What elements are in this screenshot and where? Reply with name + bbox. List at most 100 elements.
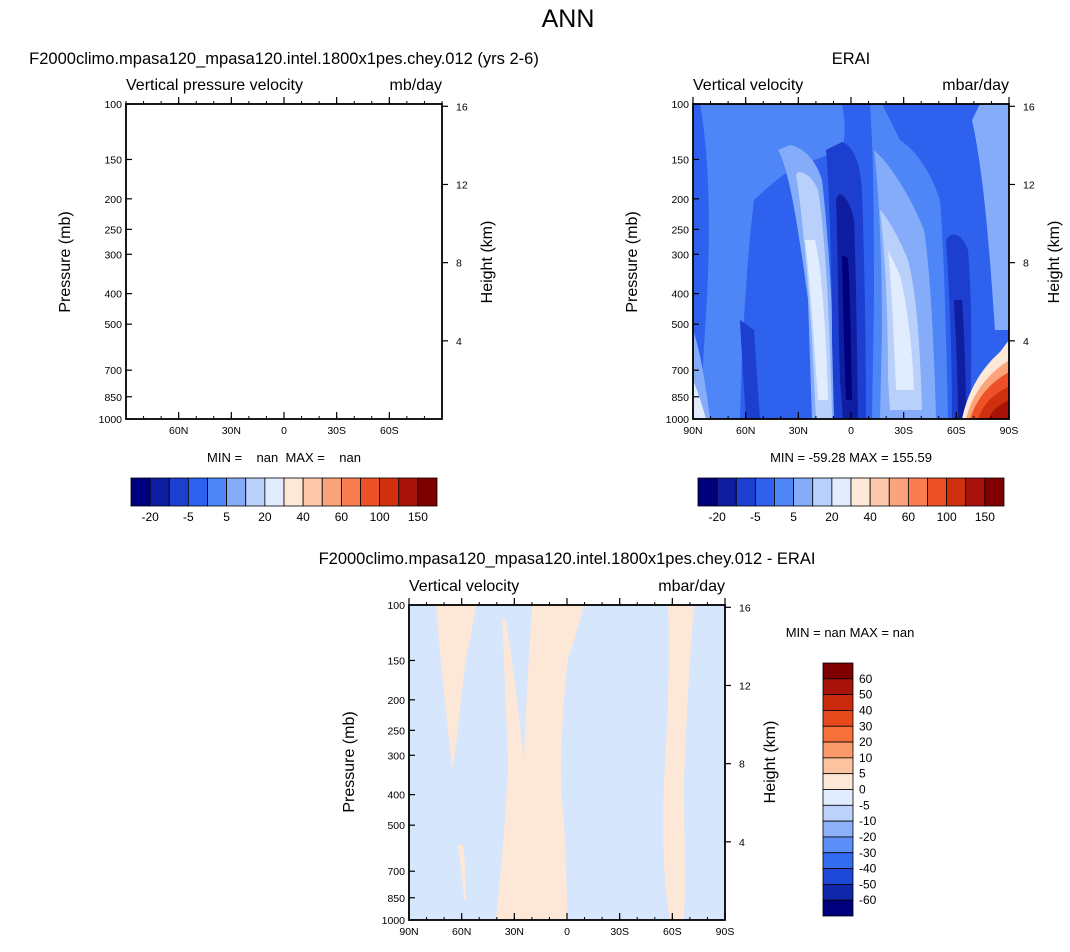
colorbar-box (822, 820, 854, 838)
colorbar-label: 50 (859, 688, 873, 702)
y-tick-label: 200 (671, 194, 689, 206)
colorbar-box (283, 477, 304, 507)
y2-tick-label: 8 (739, 759, 745, 771)
y-tick-label: 300 (104, 249, 122, 261)
colorbar-box (264, 477, 285, 507)
panel-reference-stats: MIN = -59.28 MAX = 155.59 (770, 450, 932, 465)
y-tick-label: 700 (387, 866, 405, 878)
colorbar-box (130, 477, 151, 507)
panel-difference-right-string: mbar/day (658, 578, 725, 595)
y-tick-label: 150 (671, 154, 689, 166)
colorbar-box (822, 741, 854, 759)
colorbar-label: 20 (825, 510, 839, 524)
panel-test-plot-area (125, 103, 443, 420)
colorbar-label: 5 (790, 510, 797, 524)
panel-difference-field (409, 605, 725, 920)
panel-reference-title: ERAI (832, 50, 871, 68)
diff-nh-positive-lower (458, 845, 466, 900)
colorbar-box (927, 477, 948, 507)
x-tick-label: 30N (789, 425, 808, 437)
colorbar-box (697, 477, 718, 507)
y-tick-label: 400 (671, 289, 689, 301)
colorbar-label: 40 (296, 510, 310, 524)
y-tick-label: 250 (671, 224, 689, 236)
colorbar-label: 60 (335, 510, 349, 524)
colorbar-box (149, 477, 170, 507)
colorbar-box (822, 773, 854, 790)
colorbar-label: 20 (258, 510, 272, 524)
diff-midlat-positive (496, 605, 584, 920)
y-tick-label: 300 (671, 249, 689, 261)
y2-tick-label: 12 (739, 680, 751, 692)
panel-test-axes: 100 150 200 250 300 400 500 700 850 1000 4 8 12 16 60N… (99, 97, 468, 437)
x-tick-label: 30N (505, 926, 524, 938)
colorbar-box (850, 477, 871, 507)
colorbar-box (822, 710, 854, 727)
ref-polar-red-5 (988, 400, 1009, 419)
colorbar-label: 100 (937, 510, 957, 524)
colorbar-box (398, 477, 419, 507)
y-tick-label: 850 (671, 392, 689, 404)
y-tick-label: 300 (387, 750, 405, 762)
y-tick-label: 150 (387, 655, 405, 667)
ref-sh-dark-strip (740, 320, 760, 419)
y2-tick-label: 4 (456, 336, 462, 348)
colorbar-label: 0 (859, 783, 866, 797)
colorbar-box (754, 477, 775, 507)
y-tick-label: 400 (104, 289, 122, 301)
x-tick-label: 60N (452, 926, 471, 938)
colorbar-label: 150 (975, 510, 995, 524)
colorbar-label: -50 (859, 877, 877, 891)
colorbar-label: 60 (902, 510, 916, 524)
y2-tick-label: 16 (739, 602, 751, 614)
panel-difference: F2000climo.mpasa120_mpasa120.intel.1800x… (319, 550, 915, 938)
colorbar-label: -30 (859, 846, 877, 860)
colorbar-label: -5 (750, 510, 761, 524)
colorbar-box (984, 477, 1005, 507)
y-tick-label: 500 (387, 820, 405, 832)
x-tick-label: 60S (663, 926, 682, 938)
y2-tick-label: 12 (1023, 179, 1035, 191)
y2-tick-label: 8 (1023, 258, 1029, 270)
colorbar-label: 40 (859, 703, 873, 717)
y2-tick-label: 4 (1023, 336, 1029, 348)
colorbar-box (822, 883, 854, 901)
ref-polar-light (972, 104, 1009, 330)
main-title: ANN (542, 5, 595, 33)
colorbar-box (226, 477, 247, 507)
colorbar-box (822, 836, 854, 854)
colorbar-box (907, 477, 928, 507)
panel-test-left-string: Vertical pressure velocity (126, 77, 303, 94)
colorbar-box (187, 477, 208, 507)
panel-reference: ERAI Vertical veloci (624, 50, 1063, 524)
x-tick-label: 0 (281, 425, 287, 437)
y2-tick-label: 16 (1023, 101, 1035, 113)
panel-reference-axes: 100 150 200 250 300 400 500 700 850 1000 4 8 12 16 90N… (666, 97, 1035, 437)
x-tick-label: 30N (222, 425, 241, 437)
panel-reference-y2label: Height (km) (1046, 221, 1063, 304)
colorbar-label: -5 (859, 798, 870, 812)
panel-reference-right-string: mbar/day (942, 77, 1009, 94)
colorbar-box (822, 678, 854, 696)
colorbar-label: -40 (859, 862, 877, 876)
colorbar-box (946, 477, 967, 507)
colorbar-label: 150 (408, 510, 428, 524)
y-tick-label: 100 (671, 99, 689, 111)
y2-tick-label: 8 (456, 258, 462, 270)
colorbar-box (869, 477, 890, 507)
colorbar-label: 40 (863, 510, 877, 524)
colorbar-box (822, 789, 854, 806)
panel-test-colorbar: -20 -5 5 20 40 60 100 150 (130, 477, 438, 524)
diff-sh-positive (663, 605, 694, 920)
colorbar-label: -60 (859, 893, 877, 907)
panel-difference-stats: MIN = nan MAX = nan (786, 625, 915, 640)
y-tick-label: 150 (104, 154, 122, 166)
colorbar-box (716, 477, 737, 507)
colorbar-box (207, 477, 228, 507)
x-tick-label: 90S (1000, 425, 1019, 437)
colorbar-box (822, 868, 854, 885)
y-tick-label: 850 (104, 392, 122, 404)
x-tick-label: 30S (894, 425, 913, 437)
colorbar-box (417, 477, 438, 507)
